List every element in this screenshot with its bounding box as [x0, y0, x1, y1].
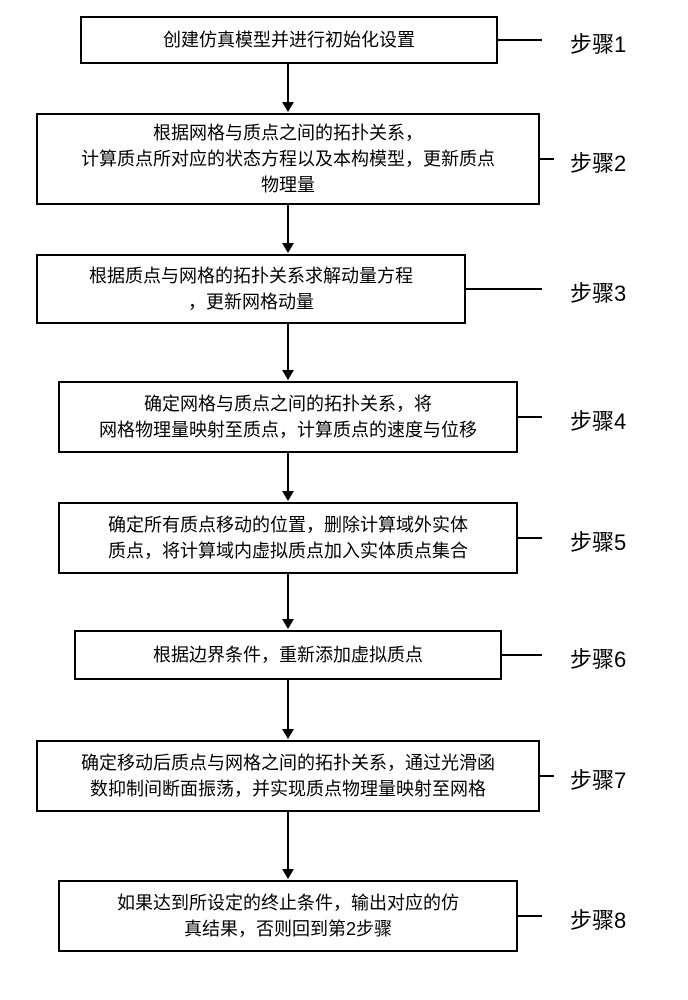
step-box-6: 根据边界条件，重新添加虚拟质点: [74, 630, 502, 680]
step-text-1: 创建仿真模型并进行初始化设置: [163, 27, 415, 53]
connector-line-8: [518, 915, 542, 917]
step-label-6: 步骤6: [570, 642, 626, 674]
step-label-2: 步骤2: [570, 146, 626, 178]
arrow-2-to-3: [287, 205, 289, 252]
step-text-8: 如果达到所设定的终止条件，输出对应的仿真结果，否则回到第2步骤: [117, 890, 459, 942]
step-box-5: 确定所有质点移动的位置，删除计算域外实体质点，将计算域内虚拟质点加入实体质点集合: [58, 502, 518, 574]
connector-line-5: [518, 537, 542, 539]
connector-line-7: [540, 775, 554, 777]
arrow-4-to-5: [287, 453, 289, 500]
step-text-4: 确定网格与质点之间的拓扑关系，将网格物理量映射至质点，计算质点的速度与位移: [99, 391, 477, 443]
step-label-1: 步骤1: [570, 27, 626, 59]
arrow-6-to-7: [287, 680, 289, 738]
connector-line-4: [518, 416, 542, 418]
step-box-2: 根据网格与质点之间的拓扑关系，计算质点所对应的状态方程以及本构模型，更新质点物理…: [36, 113, 540, 205]
step-label-3: 步骤3: [570, 276, 626, 308]
arrow-3-to-4: [287, 324, 289, 379]
step-text-6: 根据边界条件，重新添加虚拟质点: [153, 642, 423, 668]
connector-line-3: [466, 288, 542, 290]
step-box-7: 确定移动后质点与网格之间的拓扑关系，通过光滑函数抑制间断面振荡，并实现质点物理量…: [36, 740, 540, 812]
flowchart-canvas: 创建仿真模型并进行初始化设置 步骤1 根据网格与质点之间的拓扑关系，计算质点所对应的…: [0, 0, 688, 1000]
step-text-2: 根据网格与质点之间的拓扑关系，计算质点所对应的状态方程以及本构模型，更新质点物理…: [81, 120, 495, 198]
connector-line-1: [498, 39, 542, 41]
step-label-4: 步骤4: [570, 404, 626, 436]
step-box-1: 创建仿真模型并进行初始化设置: [80, 16, 498, 64]
arrow-1-to-2: [287, 64, 289, 111]
step-text-7: 确定移动后质点与网格之间的拓扑关系，通过光滑函数抑制间断面振荡，并实现质点物理量…: [81, 750, 495, 802]
step-box-3: 根据质点与网格的拓扑关系求解动量方程，更新网格动量: [36, 254, 466, 324]
step-box-4: 确定网格与质点之间的拓扑关系，将网格物理量映射至质点，计算质点的速度与位移: [58, 381, 518, 453]
arrow-5-to-6: [287, 574, 289, 628]
connector-line-6: [502, 654, 542, 656]
step-label-7: 步骤7: [570, 763, 626, 795]
step-box-8: 如果达到所设定的终止条件，输出对应的仿真结果，否则回到第2步骤: [58, 880, 518, 952]
step-label-5: 步骤5: [570, 525, 626, 557]
step-text-3: 根据质点与网格的拓扑关系求解动量方程，更新网格动量: [89, 263, 413, 315]
step-text-5: 确定所有质点移动的位置，删除计算域外实体质点，将计算域内虚拟质点加入实体质点集合: [108, 512, 468, 564]
connector-line-2: [540, 158, 554, 160]
arrow-7-to-8: [287, 812, 289, 878]
step-label-8: 步骤8: [570, 903, 626, 935]
